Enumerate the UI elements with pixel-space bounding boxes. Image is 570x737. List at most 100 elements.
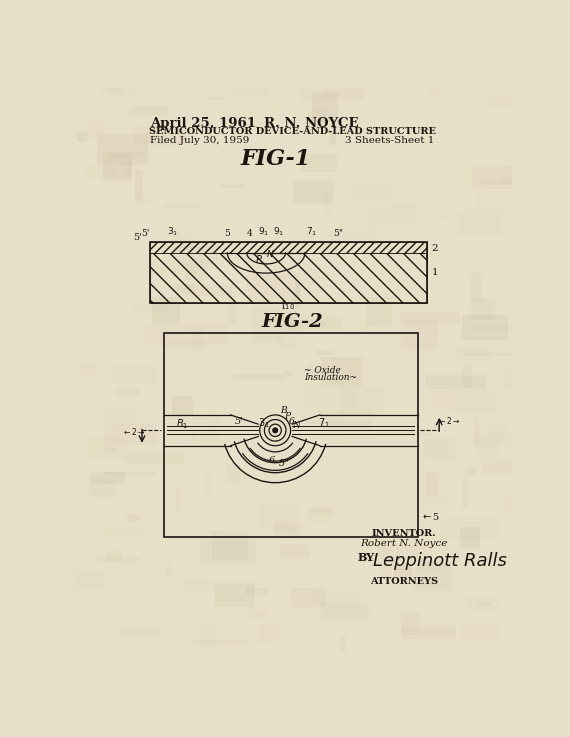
Bar bbox=[110, 83, 135, 96]
Text: $7_1$: $7_1$ bbox=[306, 226, 317, 238]
Bar bbox=[329, 231, 377, 244]
Bar bbox=[368, 204, 417, 229]
Bar bbox=[277, 329, 298, 348]
Bar bbox=[335, 461, 383, 467]
Bar bbox=[233, 374, 286, 379]
Bar bbox=[229, 220, 234, 226]
Bar bbox=[500, 68, 507, 91]
Bar bbox=[510, 367, 548, 371]
Bar bbox=[321, 357, 364, 385]
Bar bbox=[286, 421, 335, 424]
Bar bbox=[133, 126, 187, 145]
Text: ATTORNEYS: ATTORNEYS bbox=[370, 576, 438, 586]
Bar bbox=[191, 430, 196, 441]
Text: ~ Oxide: ~ Oxide bbox=[304, 366, 341, 375]
Text: 5': 5' bbox=[133, 233, 142, 242]
Bar bbox=[191, 324, 205, 349]
Text: SEMICONDUCTOR DEVICE-AND-LEAD STRUCTURE: SEMICONDUCTOR DEVICE-AND-LEAD STRUCTURE bbox=[149, 127, 435, 136]
Bar bbox=[437, 329, 444, 333]
Bar bbox=[460, 526, 480, 549]
Bar bbox=[162, 418, 220, 441]
Text: $\leftarrow$2$\rightarrow$: $\leftarrow$2$\rightarrow$ bbox=[123, 426, 146, 437]
Bar bbox=[294, 321, 325, 329]
Bar bbox=[329, 422, 373, 429]
Bar bbox=[424, 438, 455, 458]
Text: $3_1$: $3_1$ bbox=[167, 226, 178, 238]
Bar bbox=[474, 430, 512, 450]
Bar bbox=[275, 523, 300, 539]
Bar bbox=[316, 587, 362, 604]
Bar bbox=[166, 566, 171, 579]
Bar bbox=[178, 242, 218, 268]
Text: N: N bbox=[267, 251, 274, 259]
Bar bbox=[471, 298, 495, 320]
Bar bbox=[200, 539, 258, 565]
Bar bbox=[87, 439, 128, 460]
Bar bbox=[462, 479, 467, 508]
Bar bbox=[448, 164, 475, 185]
Bar bbox=[150, 253, 427, 303]
Text: $B_1$: $B_1$ bbox=[176, 417, 188, 431]
Bar bbox=[320, 413, 344, 441]
Text: April 25, 1961: April 25, 1961 bbox=[150, 117, 256, 130]
Bar bbox=[120, 627, 161, 638]
Bar bbox=[489, 97, 540, 108]
Bar bbox=[290, 317, 342, 331]
Text: INVENTOR.: INVENTOR. bbox=[372, 529, 436, 538]
Bar bbox=[103, 153, 132, 181]
Bar bbox=[217, 292, 235, 296]
Bar bbox=[466, 467, 476, 475]
Bar bbox=[502, 165, 556, 179]
Bar bbox=[466, 326, 523, 329]
Text: BY: BY bbox=[357, 552, 374, 563]
Text: FIG-1: FIG-1 bbox=[240, 147, 310, 170]
Bar bbox=[150, 242, 427, 253]
Bar bbox=[100, 69, 123, 94]
Bar bbox=[115, 425, 157, 445]
Bar bbox=[212, 531, 248, 559]
Text: N: N bbox=[292, 421, 300, 430]
Bar bbox=[470, 273, 481, 301]
Bar bbox=[290, 234, 314, 262]
Text: 4: 4 bbox=[247, 228, 253, 238]
Text: 3 Sheets-Sheet 1: 3 Sheets-Sheet 1 bbox=[345, 136, 434, 145]
Bar bbox=[229, 87, 268, 96]
Bar bbox=[352, 183, 395, 201]
Bar bbox=[284, 371, 293, 376]
Bar bbox=[125, 453, 184, 464]
Text: 5: 5 bbox=[224, 228, 230, 238]
Bar bbox=[464, 352, 525, 357]
Bar bbox=[173, 396, 193, 416]
Bar bbox=[227, 466, 241, 483]
Bar bbox=[317, 410, 374, 415]
Bar bbox=[462, 366, 473, 388]
Bar bbox=[168, 284, 197, 290]
Text: 2: 2 bbox=[431, 244, 438, 253]
Bar bbox=[402, 626, 455, 639]
Bar bbox=[105, 425, 116, 453]
Bar bbox=[148, 258, 205, 276]
Bar bbox=[100, 475, 150, 499]
Bar bbox=[179, 580, 218, 591]
Bar bbox=[182, 323, 227, 344]
Bar bbox=[341, 635, 347, 652]
Text: Insulation~: Insulation~ bbox=[304, 373, 357, 382]
Text: 1: 1 bbox=[431, 268, 438, 277]
Bar bbox=[164, 340, 209, 349]
Text: 6: 6 bbox=[269, 455, 275, 464]
Text: $3_1$: $3_1$ bbox=[258, 416, 270, 430]
Bar bbox=[462, 209, 503, 213]
Bar bbox=[425, 472, 439, 496]
Text: P: P bbox=[255, 255, 261, 265]
Bar bbox=[176, 488, 182, 511]
Bar bbox=[301, 154, 337, 172]
Bar bbox=[251, 307, 297, 332]
Bar bbox=[401, 612, 419, 635]
Bar bbox=[280, 544, 310, 558]
Bar bbox=[265, 315, 290, 328]
Bar bbox=[316, 350, 334, 355]
Bar bbox=[247, 273, 300, 303]
Bar bbox=[400, 312, 459, 325]
Bar bbox=[361, 321, 370, 333]
Bar bbox=[127, 514, 140, 522]
